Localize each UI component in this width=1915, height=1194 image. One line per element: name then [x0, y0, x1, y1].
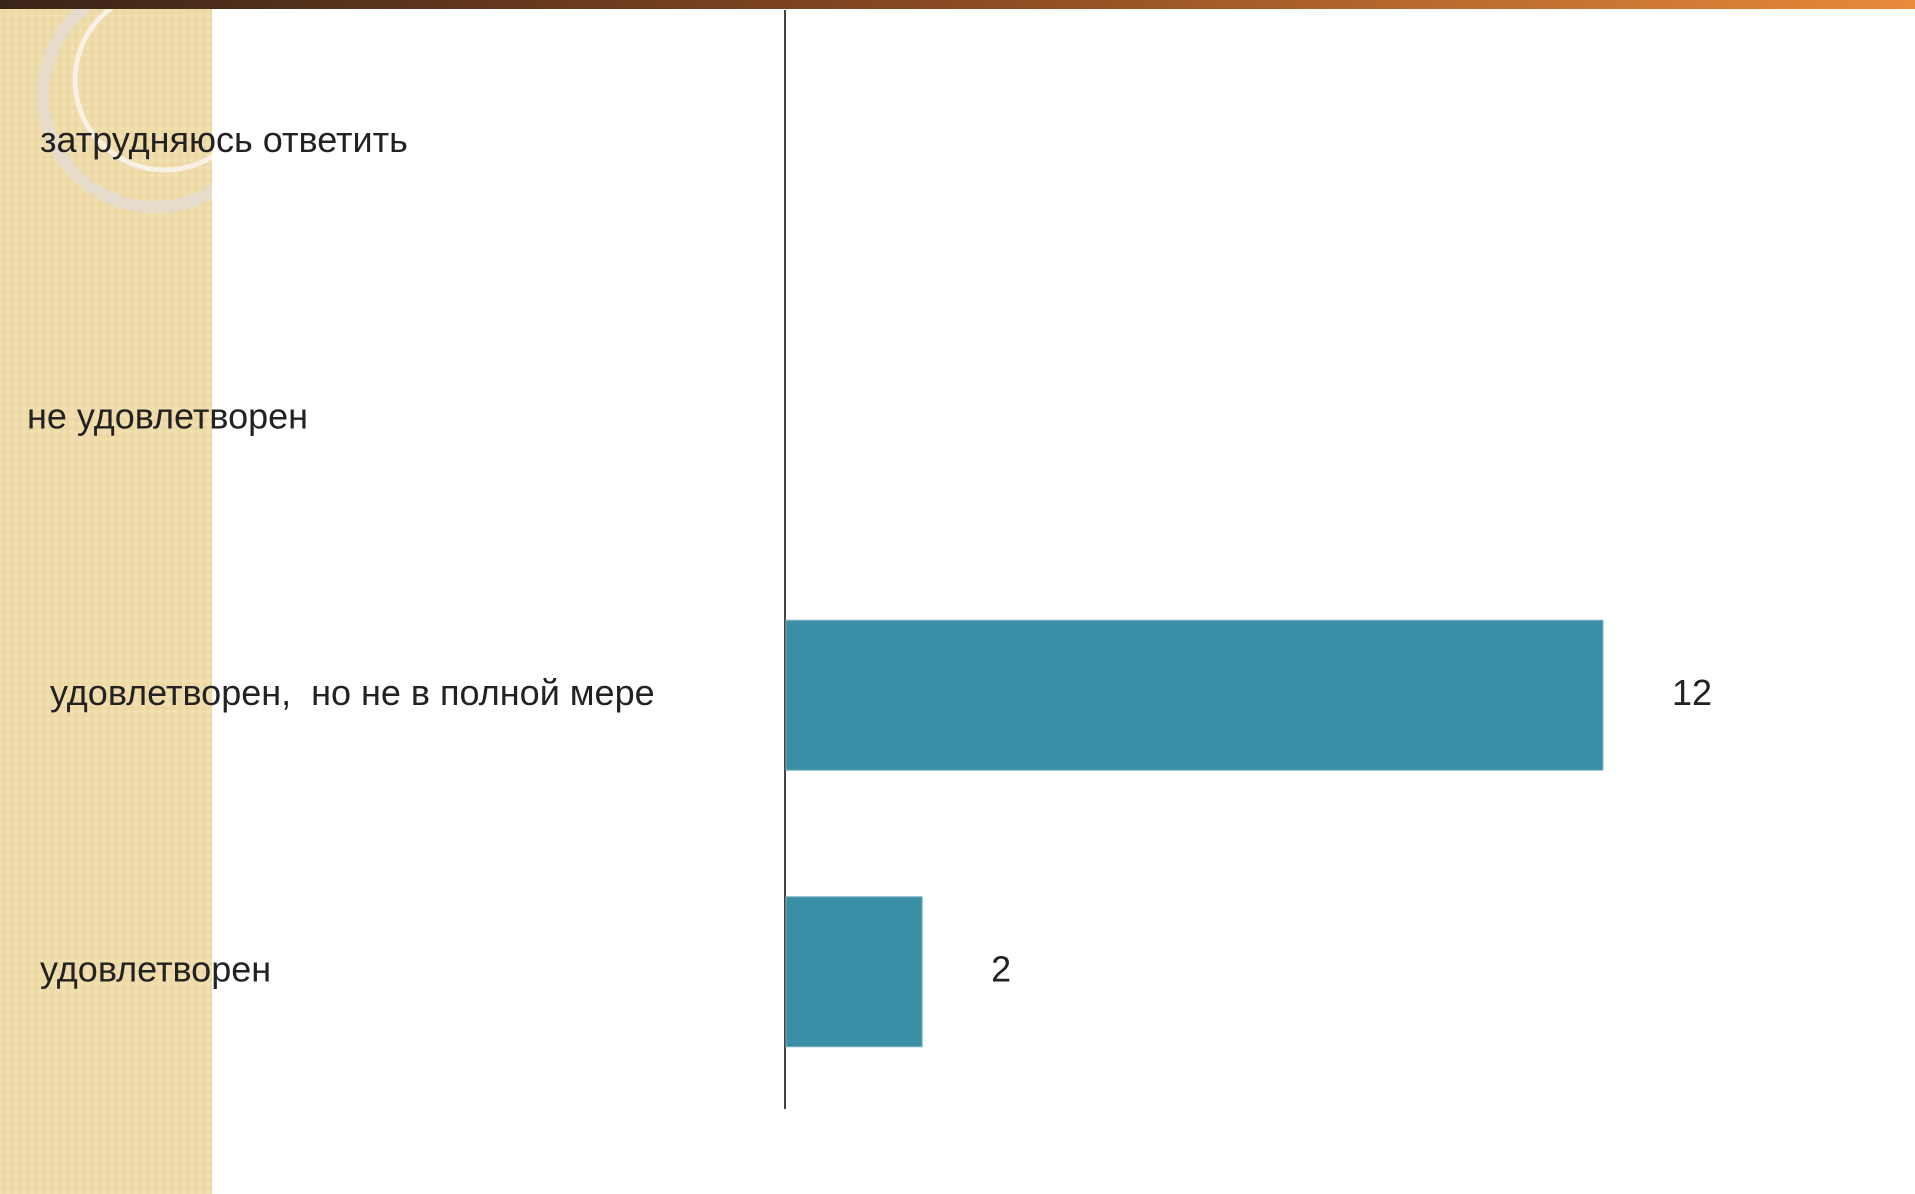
category-label: затрудняюсь ответить	[40, 119, 408, 160]
category-label: удовлетворен	[40, 948, 271, 989]
top-bar	[0, 0, 1915, 9]
bar	[785, 619, 1604, 771]
data-label: 12	[1672, 672, 1712, 713]
side-strip	[0, 0, 212, 1194]
category-label: не удовлетворен	[27, 395, 308, 436]
data-label: 2	[991, 948, 1011, 989]
bar	[785, 896, 923, 1048]
plot-background	[212, 0, 1915, 1194]
category-label: удовлетворен, но не в полной мере	[50, 672, 655, 713]
